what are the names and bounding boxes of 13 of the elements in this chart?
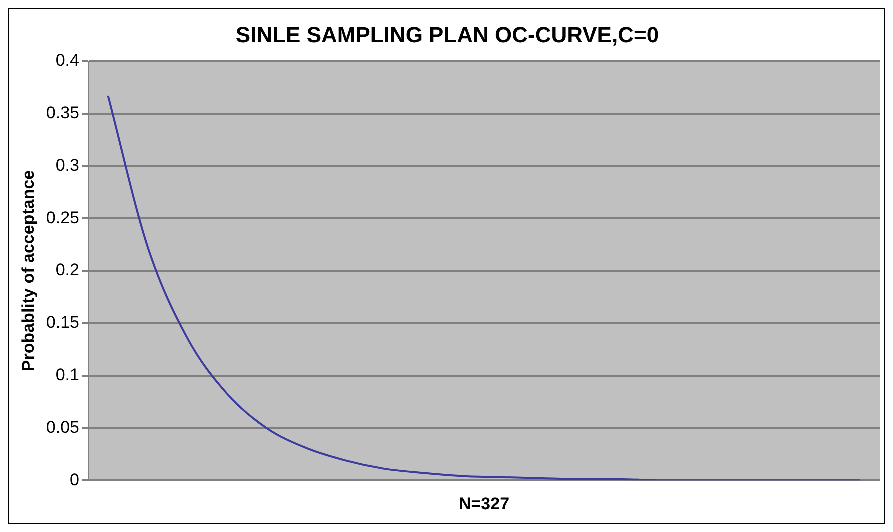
y-tick-label: 0.2: [56, 260, 80, 280]
y-tick-label: 0.25: [46, 208, 80, 228]
chart-title: SINLE SAMPLING PLAN OC-CURVE,C=0: [236, 22, 660, 48]
y-axis-title: Probablity of acceptance: [18, 170, 38, 372]
line-series: [107, 94, 862, 481]
x-axis-title: N=327: [458, 494, 510, 514]
y-tick-label: 0: [70, 470, 80, 490]
y-tick-label: 0.15: [46, 313, 80, 332]
y-tick-label: 0.1: [56, 365, 80, 384]
y-tick-label: 0.3: [56, 156, 80, 175]
y-tick-label: 0.35: [46, 103, 80, 122]
y-tick-label: 0.4: [56, 51, 80, 70]
y-tick-label: 0.05: [46, 418, 80, 437]
